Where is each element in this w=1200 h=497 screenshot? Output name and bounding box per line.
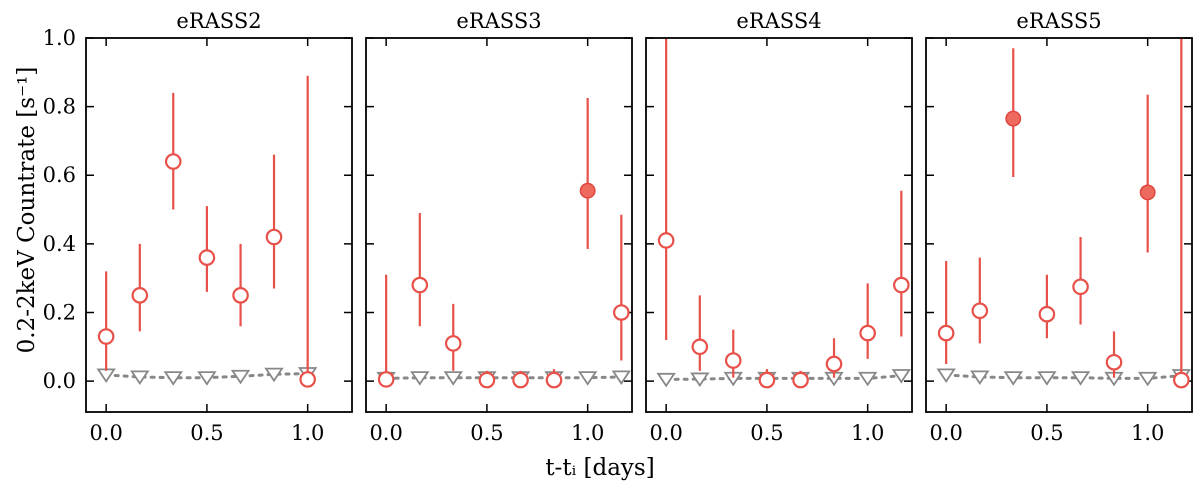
x-tick-label: 0.0 — [89, 421, 122, 445]
data-point-open — [411, 276, 429, 294]
data-point-filled — [579, 182, 596, 199]
data-point-open — [613, 304, 630, 321]
x-tick-label: 1.0 — [851, 421, 884, 445]
data-point-open — [825, 355, 843, 373]
x-axis-label: t-tᵢ [days] — [545, 455, 654, 481]
y-tick-label: 1.0 — [43, 26, 76, 50]
panel-title: eRASS2 — [176, 9, 261, 33]
data-point-open — [545, 371, 563, 389]
y-tick-label: 0.0 — [43, 369, 76, 393]
data-point-open — [377, 371, 395, 388]
panel-erass4: eRASS4 0.0 0.5 1.0 — [645, 9, 913, 445]
background-triangle — [264, 367, 284, 383]
data-point-open — [512, 371, 529, 389]
panel-frame — [925, 37, 1193, 413]
data-point-open — [444, 335, 462, 352]
data-point-open — [792, 371, 809, 389]
y-tick-label: 0.2 — [43, 300, 76, 324]
background-triangle — [230, 369, 251, 385]
x-tick-label: 1.0 — [291, 421, 324, 445]
background-triangle — [970, 370, 990, 386]
panels-group: eRASS2 0.0 0.2 0.4 0.6 0.8 1.0 0.0 0.5 1.0 eRASS3 0… — [43, 9, 1193, 445]
data-point-open — [1105, 353, 1123, 371]
x-tick-label: 0.0 — [929, 421, 962, 445]
background-triangle — [577, 371, 598, 386]
data-point-open — [758, 371, 776, 389]
data-point-open — [859, 324, 876, 342]
data-point-open — [198, 249, 216, 266]
data-point-open — [1072, 278, 1089, 296]
background-triangle — [690, 372, 710, 388]
y-axis-label: 0.2-2keV Countrate [s⁻¹] — [14, 67, 40, 354]
x-tick-label: 0.5 — [190, 421, 223, 445]
x-tick-label: 0.0 — [369, 421, 402, 445]
data-point-open — [1173, 371, 1190, 389]
background-triangle — [410, 371, 430, 386]
data-point-filled — [1005, 110, 1022, 127]
background-triangle — [611, 370, 632, 386]
data-point-open — [691, 338, 709, 356]
panel-title: eRASS3 — [456, 9, 541, 33]
x-tick-label: 0.5 — [470, 421, 503, 445]
panel-frame — [365, 37, 633, 413]
data-point-open — [724, 352, 742, 369]
data-point-open — [232, 287, 249, 304]
background-triangle — [1037, 371, 1057, 386]
background-triangle — [443, 371, 463, 386]
background-triangle — [130, 370, 150, 386]
panel-title: eRASS5 — [1016, 9, 1101, 33]
data-point-filled — [1139, 184, 1156, 201]
background-triangle — [1137, 371, 1158, 387]
data-point-open — [97, 328, 115, 345]
data-point-open — [657, 232, 675, 249]
panel-frame — [85, 37, 353, 413]
panel-title: eRASS4 — [736, 9, 821, 33]
x-tick-label: 0.5 — [750, 421, 783, 445]
background-triangle — [163, 371, 183, 386]
y-tick-label: 0.4 — [43, 232, 76, 256]
x-tick-label: 1.0 — [1131, 421, 1164, 445]
data-point-open — [893, 276, 910, 294]
background-triangle — [656, 372, 676, 388]
data-point-open — [164, 153, 182, 170]
x-tick-label: 0.0 — [649, 421, 682, 445]
x-tick-label: 1.0 — [571, 421, 604, 445]
background-line — [664, 374, 903, 381]
background-triangle — [891, 369, 912, 384]
data-point-open — [131, 287, 149, 304]
background-triangle — [936, 368, 956, 383]
data-point-open — [478, 371, 496, 389]
data-point-open — [1038, 305, 1056, 323]
data-point-open — [265, 228, 283, 246]
data-point-open — [937, 324, 955, 342]
background-triangle — [857, 371, 878, 387]
panel-erass5: eRASS5 0.0 0.5 1.0 — [925, 9, 1193, 445]
x-tick-label: 0.5 — [1030, 421, 1063, 445]
panel-frame — [645, 37, 913, 413]
y-tick-label: 0.6 — [43, 163, 76, 187]
background-line — [944, 373, 1183, 380]
background-triangle — [1070, 371, 1091, 386]
data-point-open — [299, 371, 316, 388]
data-point-open — [971, 302, 989, 320]
panel-erass2: eRASS2 0.0 0.2 0.4 0.6 0.8 1.0 0.0 0.5 1.0 — [43, 9, 353, 445]
panel-erass3: eRASS3 0.0 0.5 1.0 — [365, 9, 633, 445]
background-line — [384, 375, 623, 380]
background-triangle — [1003, 371, 1023, 386]
background-triangle — [197, 371, 217, 386]
background-triangle — [96, 368, 116, 383]
y-tick-label: 0.8 — [43, 95, 76, 119]
